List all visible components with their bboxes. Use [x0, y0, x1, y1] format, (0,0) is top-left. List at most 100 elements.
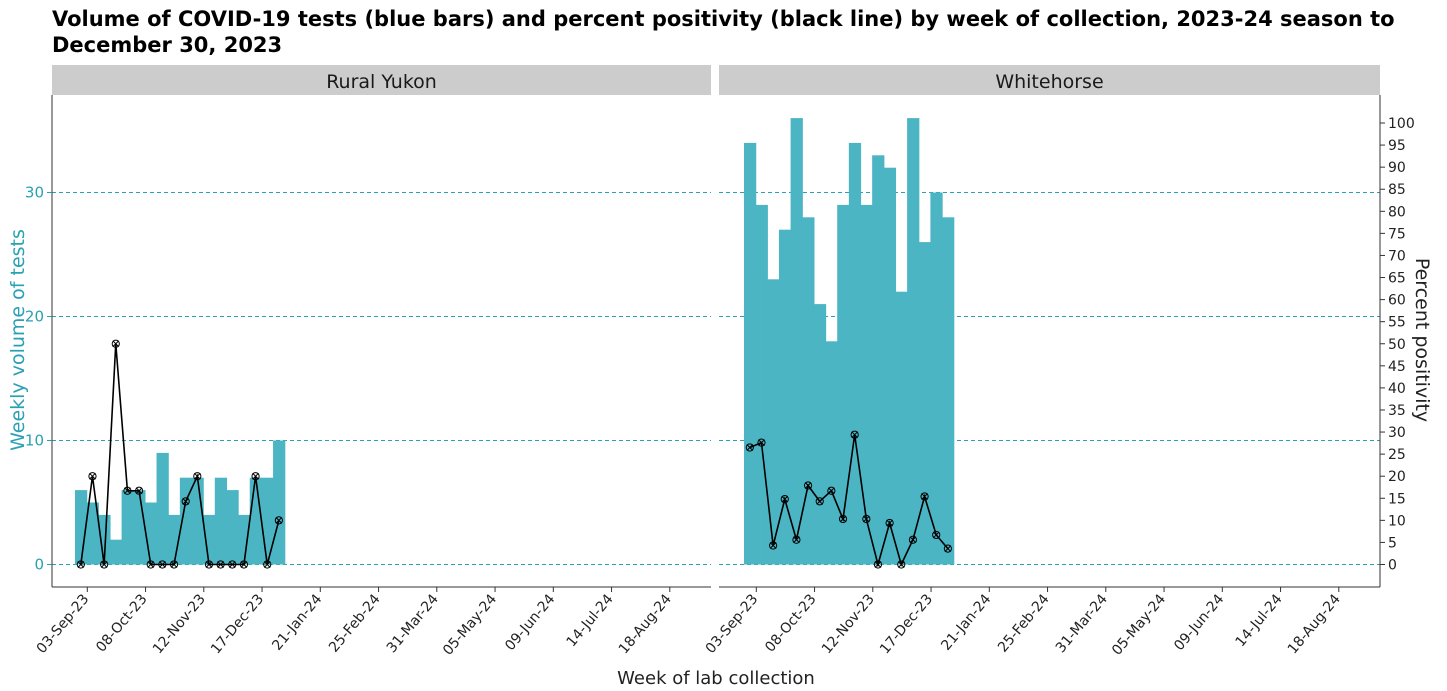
- markers-layer: [76, 339, 952, 569]
- positivity-point: [76, 560, 85, 569]
- y2-tick-label: 85: [1388, 182, 1406, 198]
- volume-bar: [168, 514, 181, 565]
- positivity-point: [111, 339, 120, 348]
- positivity-point: [757, 438, 766, 447]
- volume-bar: [872, 155, 885, 565]
- x-tick-label: 08-Oct-23: [762, 591, 819, 655]
- positivity-point: [134, 486, 144, 495]
- volume-bar: [813, 304, 827, 565]
- x-tick-label: 18-Aug-24: [1285, 591, 1344, 657]
- volume-bar: [144, 502, 158, 565]
- volume-bar: [109, 539, 123, 565]
- x-tick-label: 21-Jan-24: [938, 591, 994, 654]
- volume-bar: [156, 452, 169, 565]
- x-tick-label: 09-Jun-24: [1171, 591, 1227, 654]
- volume-bar: [191, 477, 204, 565]
- panel-strips: Rural Yukon Whitehorse: [52, 65, 1380, 95]
- positivity-point: [169, 560, 179, 569]
- y2-tick-label: 60: [1388, 293, 1406, 309]
- y2-tick-label: 30: [1388, 425, 1406, 441]
- positivity-point: [158, 560, 167, 569]
- positivity-point: [862, 514, 871, 524]
- x-tick-label: 17-Dec-23: [877, 591, 936, 657]
- positivity-point: [815, 497, 824, 506]
- positivity-point: [792, 535, 801, 544]
- positivity-point: [873, 560, 883, 569]
- panel-strip-label: Rural Yukon: [326, 71, 437, 93]
- positivity-point: [228, 560, 237, 569]
- y-tick-label: 0: [34, 556, 44, 574]
- x-tick-label: 03-Sep-23: [34, 591, 93, 657]
- volume-bar: [883, 167, 897, 565]
- volume-bar: [930, 192, 943, 565]
- x-tick-label: 17-Dec-23: [208, 591, 267, 657]
- lines-layer: [80, 343, 949, 568]
- positivity-point: [780, 495, 789, 504]
- volume-bar: [860, 204, 873, 565]
- y2-tick-label: 90: [1388, 160, 1406, 176]
- positivity-point: [803, 481, 813, 490]
- positivity-point: [908, 535, 918, 544]
- positivity-point: [263, 560, 272, 569]
- positivity-point: [216, 560, 225, 569]
- y2-tick-label: 55: [1388, 315, 1406, 331]
- panel-strip-label: Whitehorse: [995, 71, 1103, 93]
- y2-tick-label: 75: [1388, 226, 1406, 242]
- volume-bar: [907, 118, 920, 565]
- x-tick-label: 18-Aug-24: [616, 591, 675, 657]
- gridlines: [52, 192, 1380, 565]
- volume-bar: [755, 204, 768, 565]
- x-tick-label: 09-Jun-24: [502, 591, 558, 654]
- panel-strip: [719, 65, 1380, 95]
- positivity-point: [943, 544, 952, 553]
- y-axis-title: Weekly volume of tests: [7, 229, 29, 451]
- positivity-point: [88, 472, 97, 481]
- positivity-point: [146, 560, 155, 569]
- x-tick-label: 31-Mar-24: [1053, 591, 1111, 656]
- volume-bar: [214, 477, 228, 565]
- panel-strip: [52, 65, 711, 95]
- y2-tick-label: 5: [1388, 535, 1397, 551]
- volume-bar: [261, 477, 274, 565]
- positivity-line: [749, 434, 949, 568]
- volume-bar: [133, 490, 146, 565]
- volume-bar: [98, 514, 111, 565]
- y-tick-label: 10: [25, 432, 44, 450]
- volume-bar: [837, 204, 850, 565]
- positivity-point: [885, 518, 894, 528]
- volume-bar: [825, 341, 838, 565]
- positivity-line: [80, 343, 280, 566]
- volume-bar: [226, 490, 239, 565]
- y2-tick-label: 100: [1388, 116, 1415, 132]
- y2-tick-label: 50: [1388, 337, 1406, 353]
- volume-bar: [238, 514, 251, 565]
- volume-bar: [273, 440, 286, 565]
- volume-bar: [802, 217, 815, 565]
- y-tick-label: 30: [25, 184, 44, 202]
- x-tick-label: 08-Oct-23: [93, 591, 150, 655]
- positivity-point: [838, 514, 848, 524]
- volume-bar: [75, 490, 88, 565]
- y2-axis-title: Percent positivity: [1411, 258, 1433, 422]
- positivity-point: [100, 560, 109, 569]
- axes-layer: [47, 95, 1385, 592]
- x-tick-label: 05-May-24: [1109, 591, 1169, 658]
- positivity-point: [123, 486, 132, 495]
- positivity-point: [274, 516, 283, 525]
- bars-layer: [75, 118, 955, 565]
- volume-bar: [848, 142, 862, 565]
- y2-tick-label: 0: [1388, 558, 1397, 574]
- positivity-point: [181, 497, 190, 506]
- positivity-point: [827, 486, 836, 495]
- y2-tick-label: 95: [1388, 138, 1406, 154]
- chart-title: Volume of COVID-19 tests (blue bars) and…: [52, 7, 1395, 57]
- tick-labels-layer: 03-Sep-23 08-Oct-23 12-Nov-23 17-Dec-23 21-J…: [25, 116, 1415, 659]
- x-tick-label: 31-Mar-24: [384, 591, 442, 656]
- volume-bar: [121, 490, 134, 565]
- positivity-point: [769, 541, 778, 550]
- volume-bar: [203, 514, 216, 565]
- positivity-point: [850, 430, 859, 439]
- positivity-point: [193, 472, 202, 481]
- positivity-point: [920, 492, 929, 501]
- volume-bar: [942, 217, 955, 565]
